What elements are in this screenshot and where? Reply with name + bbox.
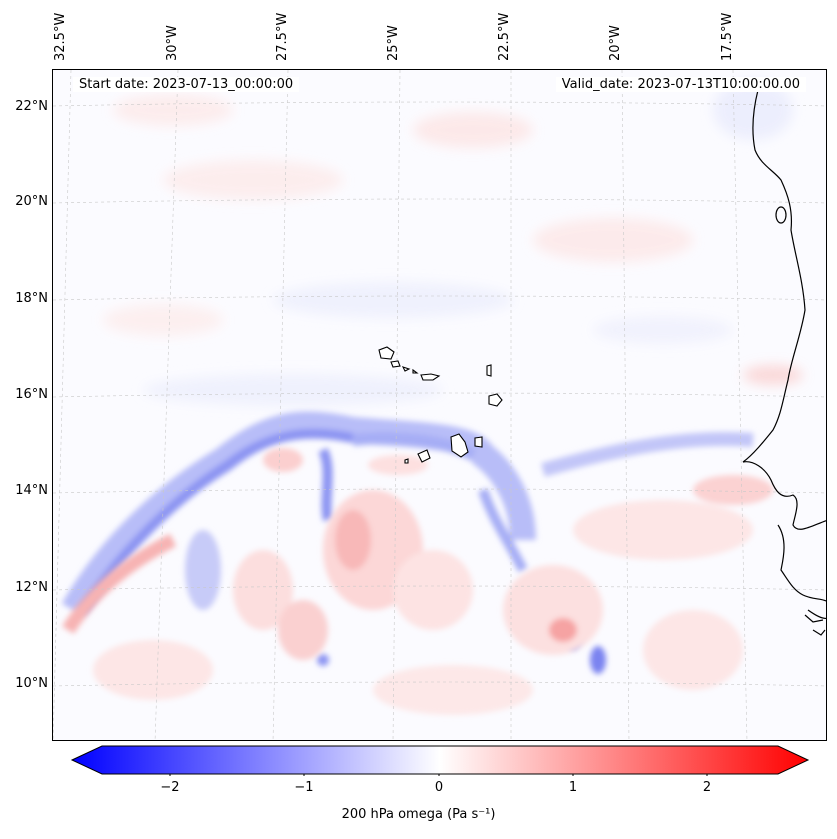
lon-label-30w: 30°W (165, 25, 180, 61)
lon-label-20w: 20°W (608, 25, 623, 61)
map-panel[interactable]: Start date: 2023-07-13_00:00:00 Valid_da… (52, 69, 827, 741)
lat-label-14n: 14°N (15, 483, 48, 498)
omega-red-patches (62, 448, 773, 715)
omega-field-north (103, 80, 803, 406)
lon-label-27-5w: 27.5°W (275, 12, 290, 61)
omega-field-map (53, 70, 826, 740)
colorbar-label: 200 hPa omega (Pa s⁻¹) (341, 807, 496, 822)
lat-label-12n: 12°N (15, 580, 48, 595)
omega-blue-band (61, 411, 754, 674)
valid-date-label: Valid_date: 2023-07-13T10:00:00.00 (555, 77, 806, 92)
lon-label-25w: 25°W (386, 25, 401, 61)
colorbar-tick-0: 0 (434, 780, 444, 795)
lon-label-17-5w: 17.5°W (720, 12, 735, 61)
cape-verde-islands[interactable] (378, 346, 503, 464)
lat-label-10n: 10°N (15, 676, 48, 691)
colorbar (70, 745, 810, 776)
lon-label-22-5w: 22.5°W (497, 12, 512, 61)
lat-label-18n: 18°N (15, 291, 48, 306)
colorbar-tick-2: 2 (702, 780, 712, 795)
lat-label-16n: 16°N (15, 387, 48, 402)
colorbar-tick-1: 1 (568, 780, 578, 795)
colorbar-fill (70, 745, 810, 775)
lon-label-32-5w: 32.5°W (53, 12, 68, 61)
colorbar-tick-neg1: −1 (294, 780, 314, 795)
colorbar-tick-neg2: −2 (160, 780, 180, 795)
start-date-label: Start date: 2023-07-13_00:00:00 (73, 77, 300, 92)
coastline (742, 89, 826, 636)
lat-label-22n: 22°N (15, 99, 48, 114)
lat-label-20n: 20°N (15, 194, 48, 209)
map-graticule (53, 70, 826, 740)
